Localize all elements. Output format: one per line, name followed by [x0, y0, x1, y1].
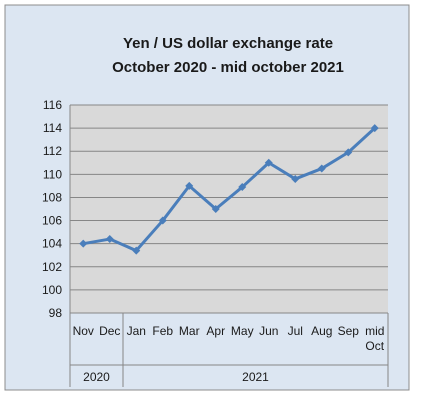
data-point: [344, 148, 353, 157]
data-point: [264, 158, 273, 167]
x-tick-label: Feb: [152, 324, 173, 338]
data-point: [105, 235, 114, 244]
y-tick-label: 110: [43, 167, 62, 181]
x-tick-label: Sep: [338, 324, 360, 338]
plot-background: [70, 105, 388, 313]
chart-subtitle: October 2020 - mid october 2021: [112, 59, 344, 76]
year-group-label: 2021: [242, 370, 269, 384]
y-tick-label: 114: [43, 121, 62, 135]
y-tick-label: 106: [42, 214, 62, 228]
chart-title: Yen / US dollar exchange rate: [123, 35, 333, 52]
y-tick-label: 102: [42, 260, 62, 274]
data-point: [79, 239, 88, 248]
x-tick-label: Jul: [288, 324, 303, 338]
data-point: [238, 183, 247, 192]
x-tick-label: Apr: [206, 324, 225, 338]
x-tick-label: Jun: [259, 324, 278, 338]
y-tick-label: 104: [42, 237, 62, 251]
y-tick-label: 100: [42, 283, 62, 297]
x-tick-label: Nov: [73, 324, 94, 338]
series-line: [82, 127, 376, 253]
x-tick-label: May: [231, 324, 254, 338]
y-tick-label: 112: [43, 144, 62, 158]
data-point: [185, 181, 194, 190]
year-group-label: 2020: [83, 370, 110, 384]
data-point: [211, 205, 220, 213]
plot-area: 98 100 102 104 106 108 110 112 114 116 2020 2021 Nov…: [42, 98, 389, 387]
x-tick-label: Jan: [127, 324, 146, 338]
data-point: [317, 164, 326, 173]
y-tick-label: 98: [49, 306, 63, 320]
data-point: [291, 174, 300, 183]
data-point: [132, 246, 141, 255]
y-tick-label: 116: [43, 98, 62, 112]
x-tick-label: mid Oct: [365, 324, 385, 353]
x-tick-label: Aug: [311, 324, 332, 338]
y-tick-label: 108: [42, 190, 62, 204]
data-point: [370, 124, 379, 133]
x-tick-label: Dec: [99, 324, 120, 338]
data-point: [158, 216, 167, 225]
x-tick-label: Mar: [179, 324, 200, 338]
